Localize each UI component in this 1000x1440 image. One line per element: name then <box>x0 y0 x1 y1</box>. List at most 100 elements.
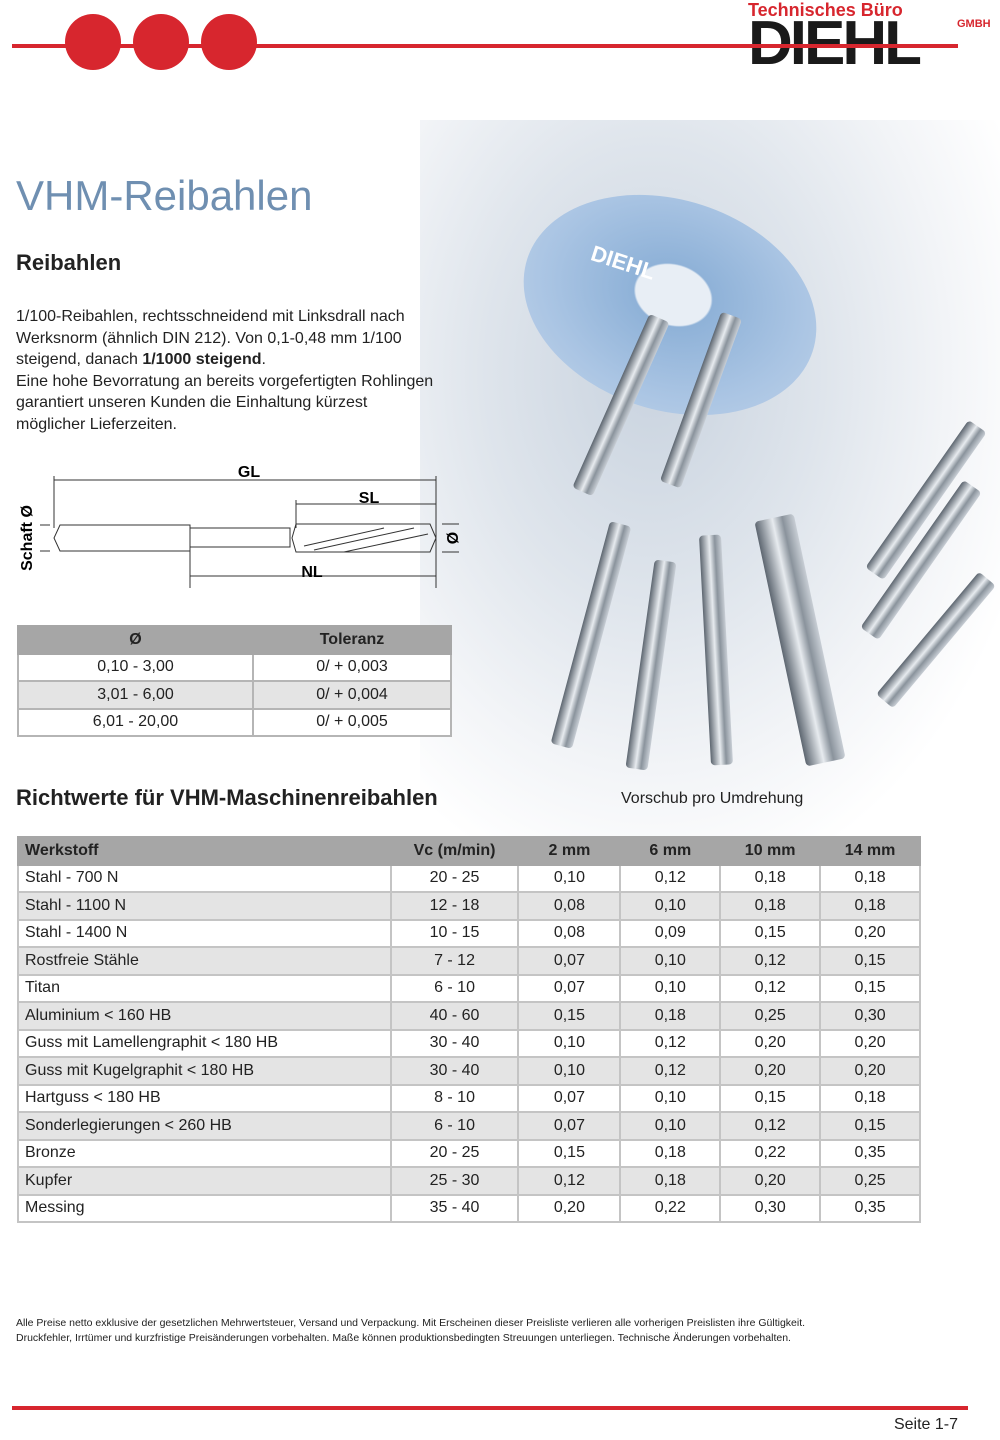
cell: Sonderlegierungen < 260 HB <box>17 1111 392 1141</box>
table-row: 0,10 - 3,00 0/ + 0,003 <box>16 652 452 682</box>
cell: 0,20 <box>819 1028 921 1058</box>
table-row: 3,01 - 6,00 0/ + 0,004 <box>16 680 452 710</box>
footer-rule <box>12 1406 968 1410</box>
cell: 0,07 <box>517 1111 622 1141</box>
cell: 7 - 12 <box>389 946 520 976</box>
cell: 0,12 <box>719 946 822 976</box>
cell: 10 - 15 <box>389 918 520 948</box>
cell: 6 - 10 <box>389 973 520 1003</box>
cell: Rostfreie Stähle <box>17 946 392 976</box>
col-header: 2 mm <box>517 836 622 866</box>
cell: 0,30 <box>819 1001 921 1031</box>
cell: Titan <box>17 973 392 1003</box>
col-header: Vc (m/min) <box>389 836 520 866</box>
cell: 0,15 <box>819 946 921 976</box>
cutting-values-table: Werkstoff Vc (m/min) 2 mm 6 mm 10 mm 14 mm Sta… <box>17 836 921 1223</box>
cell: 30 - 40 <box>389 1028 520 1058</box>
table-row: Rostfreie Stähle 7 - 12 0,07 0,10 0,12 0,15 <box>17 946 921 976</box>
cell: 0,07 <box>517 946 622 976</box>
cell: 0,20 <box>819 918 921 948</box>
cell: 0,12 <box>517 1166 622 1196</box>
cell: 0,20 <box>819 1056 921 1086</box>
cell: 0,22 <box>619 1193 722 1223</box>
logo-gmbh: GMBH <box>957 18 991 30</box>
intro-bold: 1/1000 steigend <box>142 351 262 368</box>
cell: 0,07 <box>517 1083 622 1113</box>
cell: 0,12 <box>619 1028 722 1058</box>
cell: 0,18 <box>719 891 822 921</box>
cell: 0/ + 0,004 <box>252 680 452 710</box>
cell: 0,10 <box>619 1111 722 1141</box>
richtwerte-title: Richtwerte für VHM-Maschinenreibahlen <box>16 785 438 810</box>
cell: 0,18 <box>819 1083 921 1113</box>
cell: 0,10 <box>619 973 722 1003</box>
cell: 0,15 <box>517 1001 622 1031</box>
cell: 0,10 - 3,00 <box>16 652 255 682</box>
cell: 12 - 18 <box>389 891 520 921</box>
cell: 0,20 <box>517 1193 622 1223</box>
intro-text-1: 1/100-Reibahlen, rechtsschneidend mit Li… <box>16 308 405 368</box>
cell: 0,12 <box>619 863 722 893</box>
cell: 0,08 <box>517 918 622 948</box>
cell: 0,20 <box>719 1056 822 1086</box>
table-row: Stahl - 1100 N 12 - 18 0,08 0,10 0,18 0,18 <box>17 891 921 921</box>
cell: 0,12 <box>619 1056 722 1086</box>
diamond-icon <box>133 14 189 70</box>
cell: 0,07 <box>517 973 622 1003</box>
cell: 0/ + 0,005 <box>252 707 452 737</box>
page-number: Seite 1-7 <box>893 1416 958 1433</box>
cell: 0,18 <box>819 863 921 893</box>
table-row: Aluminium < 160 HB 40 - 60 0,15 0,18 0,25 0,3… <box>17 1001 921 1031</box>
cell: 0,15 <box>719 918 822 948</box>
cell: 0,10 <box>517 1056 622 1086</box>
logo-subtitle: Technisches Büro <box>748 0 903 20</box>
cell: Stahl - 700 N <box>17 863 392 893</box>
cell: 0,09 <box>619 918 722 948</box>
cell: 35 - 40 <box>389 1193 520 1223</box>
cell: Hartguss < 180 HB <box>17 1083 392 1113</box>
intro-text-2: Eine hohe Bevorratung an bereits vorgefe… <box>16 372 434 433</box>
cell: 25 - 30 <box>389 1166 520 1196</box>
footer-line: Alle Preise netto exklusive der gesetzli… <box>16 1317 806 1329</box>
cell: 8 - 10 <box>389 1083 520 1113</box>
cell: Guss mit Kugelgraphit < 180 HB <box>17 1056 392 1086</box>
table-row: Stahl - 700 N 20 - 25 0,10 0,12 0,18 0,18 <box>17 863 921 893</box>
col-header: Ø <box>16 625 255 655</box>
table-row: Sonderlegierungen < 260 HB 6 - 10 0,07 0,10… <box>17 1111 921 1141</box>
cell: Stahl - 1100 N <box>17 891 392 921</box>
cell: 0,12 <box>719 1111 822 1141</box>
page-title: VHM-Reibahlen <box>16 172 313 219</box>
cell: 40 - 60 <box>389 1001 520 1031</box>
col-header: 14 mm <box>819 836 921 866</box>
cell: 20 - 25 <box>389 863 520 893</box>
cell: 0,30 <box>719 1193 822 1223</box>
reamer-diagram: GL SL NL Schaft Ø Ø <box>19 464 462 588</box>
header-rule <box>12 44 772 48</box>
cell: 0,20 <box>719 1028 822 1058</box>
cell: 0,10 <box>619 1083 722 1113</box>
cell: 0,15 <box>819 1111 921 1141</box>
cell: 0,25 <box>719 1001 822 1031</box>
cell: 0,15 <box>719 1083 822 1113</box>
grinding-wheel-icon <box>65 14 121 70</box>
col-header: 10 mm <box>719 836 822 866</box>
cell: 0,15 <box>517 1138 622 1168</box>
machine-tool-icon <box>201 14 257 70</box>
table-row: Hartguss < 180 HB 8 - 10 0,07 0,10 0,15 0,18 <box>17 1083 921 1113</box>
cell: 0,18 <box>619 1138 722 1168</box>
cell: 0,25 <box>819 1166 921 1196</box>
cell: 0,10 <box>517 863 622 893</box>
nl-label: NL <box>301 564 323 581</box>
table-row: Kupfer 25 - 30 0,12 0,18 0,20 0,25 <box>17 1166 921 1196</box>
table-header: Ø Toleranz <box>16 625 452 655</box>
cell: 0,22 <box>719 1138 822 1168</box>
cell: 0,10 <box>619 946 722 976</box>
footer-line: Druckfehler, Irrtümer und kurzfristige P… <box>16 1332 791 1344</box>
feed-note: Vorschub pro Umdrehung <box>621 790 804 807</box>
cell: 20 - 25 <box>389 1138 520 1168</box>
cell: Kupfer <box>17 1166 392 1196</box>
cell: 0,10 <box>619 891 722 921</box>
dia-label: Ø <box>445 532 462 544</box>
cell: 6 - 10 <box>389 1111 520 1141</box>
logo-rule <box>748 44 958 48</box>
